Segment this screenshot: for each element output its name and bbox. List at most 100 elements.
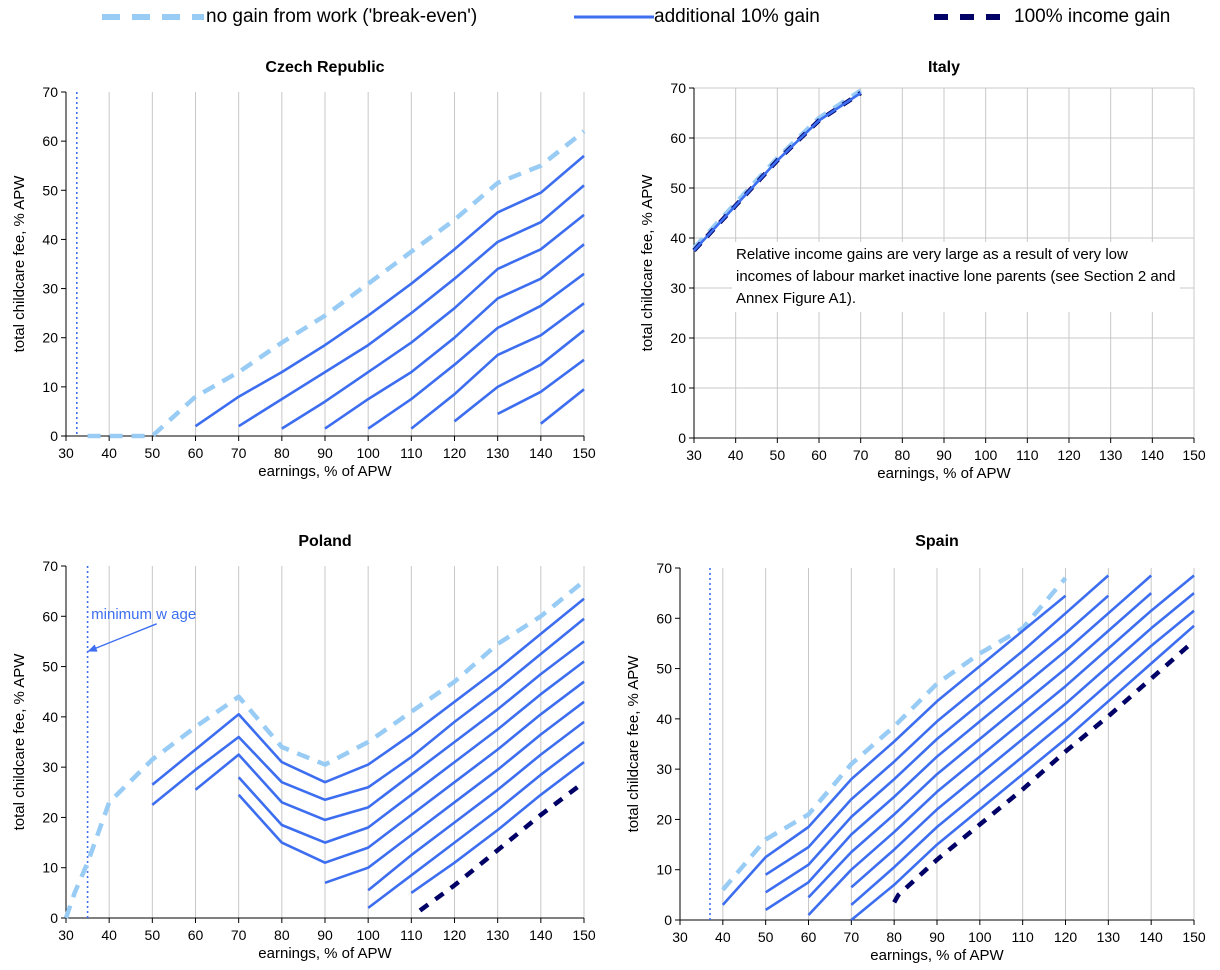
series-line-gain [410, 302, 585, 430]
chart-title: Poland [298, 533, 351, 550]
series-line-gain [453, 329, 585, 423]
y-tick-label: 10 [670, 380, 686, 396]
x-tick-label: 40 [101, 927, 117, 943]
series-line-full [418, 780, 586, 913]
y-axis-label: total childcare fee, % APW [639, 174, 656, 352]
legend-item-breakeven: no gain from work ('break-even') [100, 4, 477, 30]
x-tick-label: 140 [1139, 929, 1163, 945]
x-tick-label: 80 [886, 929, 902, 945]
series-line-breakeven [63, 579, 586, 919]
y-tick-label: 0 [664, 912, 672, 928]
annotation-text: minimum w age [91, 606, 196, 623]
series-line-gain [539, 388, 585, 425]
chart-poland-svg: Poland 0 10 20 30 40 50 60 70 30 40 50 60 70 80 90 100 11… [11, 533, 596, 962]
x-tick-label: 150 [1182, 929, 1206, 945]
italy-note: Relative income gains are very large as … [732, 242, 1180, 312]
x-tick-label: 80 [274, 927, 290, 943]
y-tick-label: 20 [670, 330, 686, 346]
x-tick-label: 100 [356, 445, 380, 461]
annotation-arrowhead [87, 644, 98, 652]
y-axis-label: total childcare fee, % APW [11, 175, 28, 353]
x-tick-label: 120 [1054, 929, 1078, 945]
y-tick-label: 40 [42, 709, 58, 725]
x-tick-label: 50 [770, 447, 786, 463]
series-line-gain [324, 700, 585, 885]
annotation-arrow [87, 623, 157, 653]
x-tick-label: 90 [317, 927, 333, 943]
y-tick-label: 10 [42, 860, 58, 876]
y-tick-label: 30 [42, 759, 58, 775]
chart-title: Czech Republic [265, 59, 384, 76]
series-line-gain [497, 358, 585, 416]
series-line-gain [807, 592, 1153, 899]
x-tick-label: 90 [929, 929, 945, 945]
x-tick-label: 130 [486, 445, 510, 461]
chart-spain-svg: Spain 0 10 20 30 40 50 60 70 30 40 50 60 70 80 90 100 110… [625, 533, 1206, 964]
series-line-gain [281, 213, 585, 430]
series-line-gain [410, 761, 585, 894]
x-tick-label: 110 [400, 927, 423, 943]
series-line-gain [324, 243, 585, 430]
y-tick-label: 40 [670, 230, 686, 246]
x-tick-label: 140 [529, 445, 553, 461]
chart-poland: Poland 0 10 20 30 40 50 60 70 30 40 50 60 70 80 90 100 11… [0, 520, 600, 962]
x-tick-label: 100 [974, 447, 998, 463]
y-tick-label: 70 [656, 560, 672, 576]
legend-item-gain: additional 10% gain [574, 4, 820, 30]
x-tick-label: 150 [1182, 447, 1206, 463]
y-axis-label: total childcare fee, % APW [11, 653, 28, 831]
x-tick-label: 80 [274, 445, 290, 461]
x-tick-label: 60 [188, 445, 204, 461]
x-tick-label: 80 [895, 447, 911, 463]
x-tick-label: 120 [1057, 447, 1081, 463]
x-tick-label: 130 [1099, 447, 1123, 463]
x-tick-label: 100 [356, 927, 380, 943]
x-tick-label: 110 [1016, 447, 1039, 463]
series-line-gain [238, 184, 585, 428]
legend-item-full: 100% income gain [932, 4, 1170, 30]
y-tick-label: 50 [42, 659, 58, 675]
y-tick-label: 50 [42, 182, 58, 198]
y-tick-label: 20 [656, 811, 672, 827]
series-line-gain [151, 617, 585, 806]
x-tick-label: 120 [443, 927, 467, 943]
series-line-gain [151, 597, 585, 786]
x-tick-label: 50 [758, 929, 774, 945]
x-tick-label: 90 [317, 445, 333, 461]
x-axis-label: earnings, % of APW [877, 465, 1011, 482]
legend-label-breakeven: no gain from work ('break-even') [206, 6, 478, 27]
y-tick-label: 20 [42, 330, 58, 346]
x-tick-label: 50 [145, 445, 161, 461]
x-tick-label: 130 [486, 927, 510, 943]
x-tick-label: 70 [844, 929, 860, 945]
x-tick-label: 30 [686, 447, 702, 463]
y-tick-label: 60 [42, 608, 58, 624]
x-tick-label: 60 [801, 929, 817, 945]
x-tick-label: 110 [400, 445, 423, 461]
y-tick-label: 20 [42, 809, 58, 825]
x-tick-label: 30 [58, 927, 74, 943]
series-line-gain [237, 660, 585, 844]
x-tick-label: 40 [728, 447, 744, 463]
y-tick-label: 70 [42, 84, 58, 100]
y-tick-label: 10 [656, 862, 672, 878]
chart-title: Italy [928, 59, 960, 76]
y-tick-label: 0 [50, 428, 58, 444]
x-axis-label: earnings, % of APW [258, 945, 392, 962]
series-line-full [892, 639, 1196, 904]
y-tick-label: 50 [656, 661, 672, 677]
x-tick-label: 30 [672, 929, 688, 945]
series-line-gain [194, 640, 585, 822]
x-tick-label: 120 [443, 445, 467, 461]
y-tick-label: 70 [42, 558, 58, 574]
chart-czech-republic-svg: Czech Republic 0 10 20 30 40 50 60 70 30 40 50 60 70 8… [11, 59, 596, 480]
legend-swatch-gain [574, 15, 654, 19]
y-tick-label: 10 [42, 379, 58, 395]
y-tick-label: 30 [670, 280, 686, 296]
x-tick-label: 70 [231, 927, 247, 943]
x-tick-label: 70 [231, 445, 247, 461]
series-line-gain [850, 624, 1195, 922]
chart-title: Spain [915, 533, 959, 550]
series-line-gain [850, 609, 1195, 906]
series-line-gain [764, 574, 1153, 911]
